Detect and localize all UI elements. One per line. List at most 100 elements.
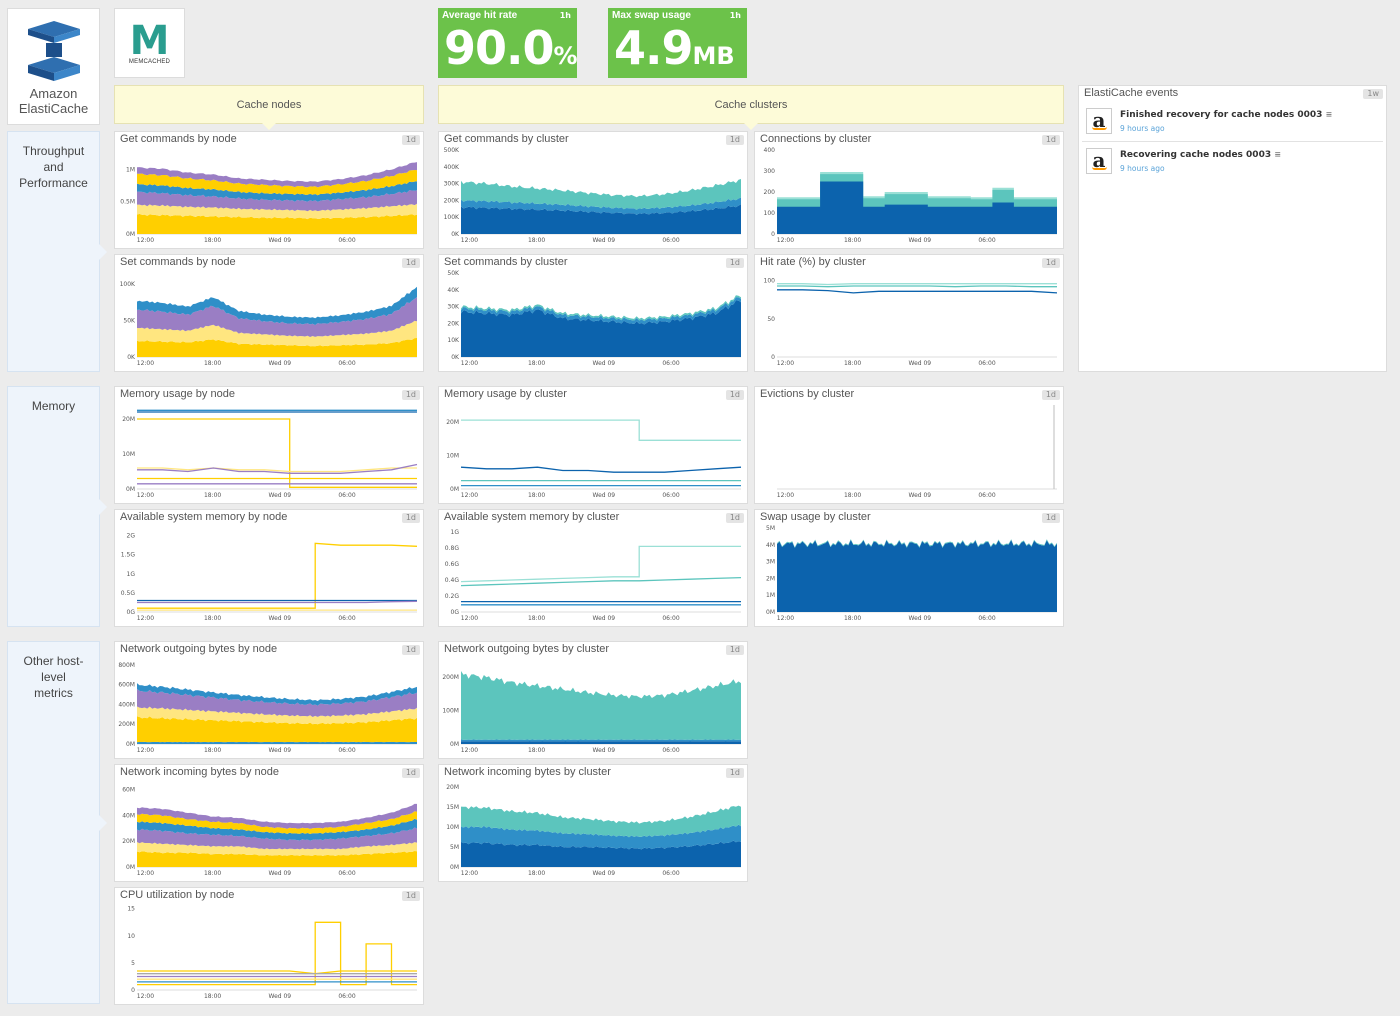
widget-netout-cluster[interactable]: Network outgoing bytes by cluster 1d 0M 100… [438, 641, 748, 759]
widget-period[interactable]: 1d [725, 768, 744, 778]
x-tick-label: 06:00 [978, 237, 995, 244]
event-item[interactable]: a Finished recovery for cache nodes 0003… [1082, 104, 1383, 142]
series-line [460, 576, 742, 587]
x-tick-label: Wed 09 [592, 360, 615, 367]
x-tick-label: 06:00 [662, 492, 679, 499]
series-line [137, 418, 417, 488]
chart: 0 100 200 300 400 12:00 18:00 Wed 09 06:00 [764, 147, 1057, 244]
widget-title: Set commands by node [120, 256, 236, 268]
series-area [461, 204, 741, 234]
widget-period[interactable]: 1d [401, 768, 420, 778]
y-tick-label: 200 [764, 189, 776, 196]
widget-period[interactable]: 1d [725, 645, 744, 655]
widget-netout-node[interactable]: Network outgoing bytes by node 1d 0M 200M 40… [114, 641, 424, 759]
x-tick-label: 18:00 [528, 492, 545, 499]
y-tick-label: 0.8G [445, 545, 460, 552]
y-tick-label: 40K [447, 287, 460, 294]
event-text[interactable]: Finished recovery for cache nodes 0003 ≡ [1120, 110, 1333, 120]
widget-netin-cluster[interactable]: Network incoming bytes by cluster 1d 0M 5M 1… [438, 764, 748, 882]
x-tick-label: 18:00 [204, 615, 221, 622]
events-widget[interactable]: ElastiCache events 1w a Finished recover… [1078, 85, 1387, 372]
widget-title: Memory usage by node [120, 388, 235, 400]
series-line [137, 921, 417, 986]
widget-get-node[interactable]: Get commands by node 1d 0M 0.5M 1M 12:00 18:00… [114, 131, 424, 249]
widget-get-cluster[interactable]: Get commands by cluster 1d 0K 100K 200K 300K 4… [438, 131, 748, 249]
x-tick-label: Wed 09 [592, 615, 615, 622]
widget-hit-cluster[interactable]: Hit rate (%) by cluster 1d 0 50 100 12:00 18:0… [754, 254, 1064, 372]
y-tick-label: 0.5M [120, 199, 135, 206]
widget-period[interactable]: 1d [1041, 135, 1060, 145]
x-tick-label: 18:00 [528, 237, 545, 244]
series-area [461, 739, 741, 742]
x-tick-label: 06:00 [338, 615, 355, 622]
chart: 0M 1M 2M 3M 4M 5M 12:00 18:00 Wed 09 06:00 [766, 525, 1057, 622]
series-area [137, 213, 417, 234]
y-tick-label: 20K [447, 320, 460, 327]
widget-period[interactable]: 1d [1041, 513, 1060, 523]
widget-set-cluster[interactable]: Set commands by cluster 1d 0K 10K 20K 30K 40K 5… [438, 254, 748, 372]
event-time: 9 hours ago [1120, 124, 1165, 133]
y-tick-label: 0M [126, 231, 135, 238]
chart: 0 5 10 15 12:00 18:00 Wed 09 06:00 [127, 906, 417, 1000]
widget-period[interactable]: 1d [401, 645, 420, 655]
widget-swap-cluster[interactable]: Swap usage by cluster 1d 0M 1M 2M 3M 4M 5M 12:00… [754, 509, 1064, 627]
widget-period[interactable]: 1d [725, 513, 744, 523]
y-tick-label: 0.4G [445, 577, 460, 584]
widget-period[interactable]: 1d [401, 135, 420, 145]
widget-period[interactable]: 1d [401, 258, 420, 268]
x-tick-label: 12:00 [461, 870, 478, 877]
query-value-max-swap[interactable]: Max swap usage 1h 4.9MB [608, 8, 747, 78]
x-tick-label: 18:00 [204, 492, 221, 499]
widget-period[interactable]: 1d [725, 258, 744, 268]
x-tick-label: Wed 09 [268, 747, 291, 754]
query-value-avg-hit-rate[interactable]: Average hit rate 1h 90.0% [438, 8, 578, 78]
widget-avail-cluster[interactable]: Available system memory by cluster 1d 0G 0.… [438, 509, 748, 627]
note-cache-clusters: Cache clusters [438, 85, 1064, 130]
series-line [461, 419, 741, 441]
widget-period[interactable]: 1d [1041, 390, 1060, 400]
y-tick-label: 400M [118, 701, 135, 708]
event-item[interactable]: a Recovering cache nodes 0003 ≡ 9 hours … [1082, 144, 1383, 182]
series-area [137, 181, 417, 202]
widget-avail-node[interactable]: Available system memory by node 1d 0G 0.5G 1… [114, 509, 424, 627]
x-tick-label: 12:00 [137, 360, 154, 367]
series-area [137, 851, 417, 867]
series-area [137, 706, 417, 725]
x-tick-label: 18:00 [204, 870, 221, 877]
widget-period[interactable]: 1d [401, 390, 420, 400]
y-tick-label: 50 [767, 316, 775, 323]
note-cache-nodes: Cache nodes [114, 85, 424, 130]
chart: 0K 10K 20K 30K 40K 50K 12:00 18:00 Wed 09 06:00 [447, 270, 741, 367]
x-tick-label: 18:00 [844, 360, 861, 367]
widget-period[interactable]: 1d [725, 390, 744, 400]
y-tick-label: 20M [446, 419, 459, 426]
y-tick-label: 0.6G [445, 561, 460, 568]
x-tick-label: 12:00 [777, 237, 794, 244]
x-tick-label: 06:00 [662, 615, 679, 622]
events-period[interactable]: 1w [1363, 89, 1383, 99]
series-area [137, 203, 417, 220]
widget-conn-cluster[interactable]: Connections by cluster 1d 0 100 200 300 400 12:… [754, 131, 1064, 249]
widget-period[interactable]: 1d [401, 891, 420, 901]
series-area [777, 539, 1057, 548]
widget-title: Memory usage by cluster [444, 388, 567, 400]
x-tick-label: Wed 09 [268, 492, 291, 499]
widget-mem-cluster[interactable]: Memory usage by cluster 1d 0M 10M 20M 12:00 18… [438, 386, 748, 504]
y-tick-label: 800M [118, 662, 135, 669]
widget-evict-cluster[interactable]: Evictions by cluster 1d 12:00 18:00 Wed 09 06… [754, 386, 1064, 504]
widget-cpu-node[interactable]: CPU utilization by node 1d 0 5 10 15 12:00 18:0… [114, 887, 424, 1005]
qv-period: 1h [559, 11, 571, 20]
y-tick-label: 600M [118, 682, 135, 689]
series-area [137, 811, 417, 834]
series-area [461, 840, 741, 867]
widget-period[interactable]: 1d [1041, 258, 1060, 268]
widget-mem-node[interactable]: Memory usage by node 1d 0M 10M 20M 12:00 18:00… [114, 386, 424, 504]
widget-set-node[interactable]: Set commands by node 1d 0K 50K 100K 12:00 18:0… [114, 254, 424, 372]
qv-value: 90.0% [444, 21, 578, 75]
y-tick-label: 0M [766, 609, 775, 616]
y-tick-label: 10M [446, 452, 459, 459]
event-text[interactable]: Recovering cache nodes 0003 ≡ [1120, 150, 1281, 160]
widget-netin-node[interactable]: Network incoming bytes by node 1d 0M 20M 40M… [114, 764, 424, 882]
widget-period[interactable]: 1d [725, 135, 744, 145]
widget-period[interactable]: 1d [401, 513, 420, 523]
